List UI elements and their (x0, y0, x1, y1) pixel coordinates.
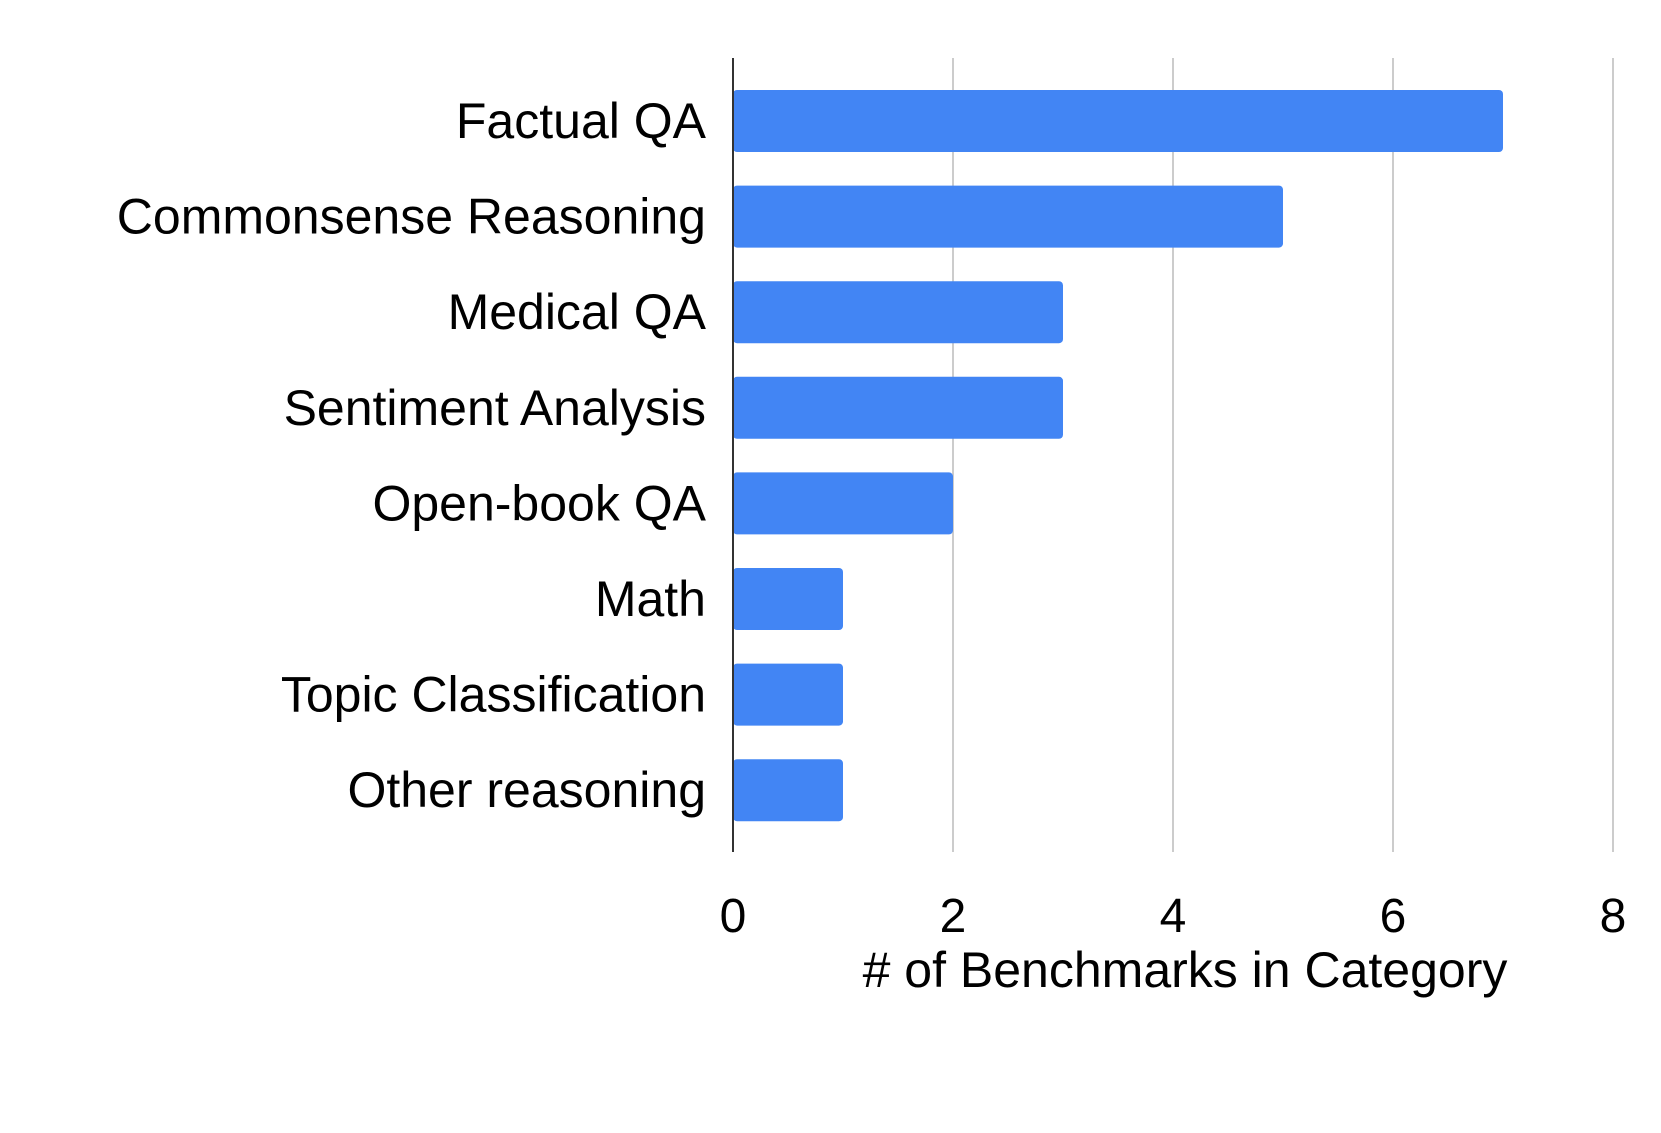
grid-lines (952, 58, 1614, 852)
bar (733, 376, 1063, 439)
x-tick-label: 4 (1160, 890, 1187, 943)
x-tick-label: 0 (720, 890, 747, 943)
x-axis-title: # of Benchmarks in Category (863, 942, 1508, 998)
category-labels: Factual QA Commonsense Reasoning Medical Q… (117, 93, 707, 818)
bar (733, 472, 953, 535)
category-label: Sentiment Analysis (284, 380, 706, 436)
bars (733, 90, 1503, 822)
category-label: Factual QA (456, 93, 707, 149)
bar (733, 759, 843, 822)
bar (733, 185, 1283, 248)
bar (733, 568, 843, 630)
x-tick-label: 8 (1600, 890, 1627, 943)
category-label: Medical QA (448, 284, 707, 340)
category-label: Topic Classification (281, 667, 706, 723)
category-label: Commonsense Reasoning (117, 189, 706, 245)
category-label: Open-book QA (372, 475, 706, 531)
x-tick-label: 6 (1380, 890, 1407, 943)
bar (733, 90, 1503, 152)
bar (733, 281, 1063, 344)
category-label: Other reasoning (347, 762, 706, 818)
bar (733, 663, 843, 726)
category-label: Math (595, 571, 706, 627)
x-tick-labels: 0 2 4 6 8 (720, 890, 1627, 943)
x-tick-label: 2 (940, 890, 967, 943)
